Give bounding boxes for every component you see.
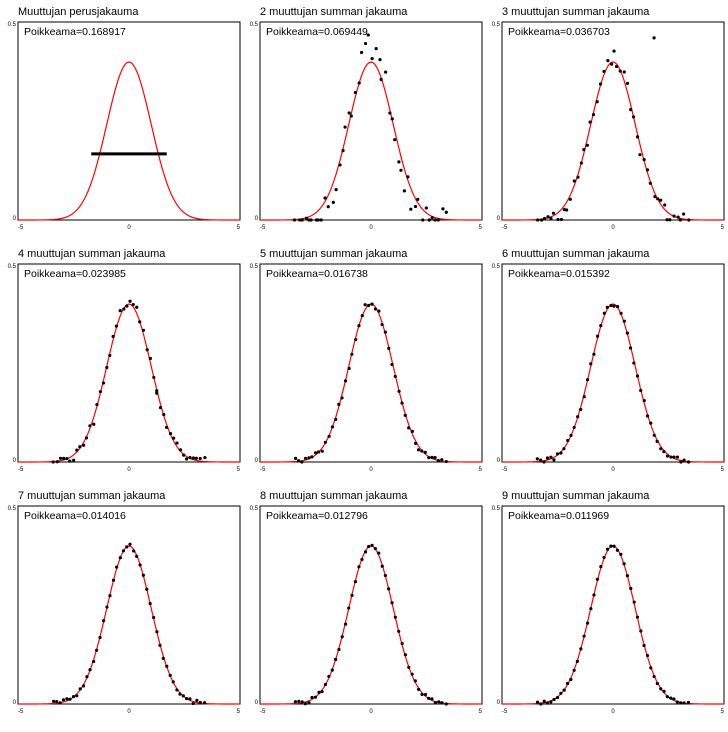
svg-text:-5: -5 bbox=[502, 467, 508, 473]
svg-text:0: 0 bbox=[13, 458, 17, 464]
deviation-label: Poikkeama=0.168917 bbox=[24, 26, 126, 38]
data-markers bbox=[536, 304, 690, 464]
reference-curve bbox=[18, 62, 240, 220]
reference-curve bbox=[260, 546, 482, 704]
svg-text:0.5: 0.5 bbox=[492, 264, 501, 270]
svg-text:0: 0 bbox=[369, 225, 373, 231]
svg-text:0: 0 bbox=[127, 467, 131, 473]
panel-title: 4 muuttujan summan jakauma bbox=[18, 248, 165, 260]
svg-text:0: 0 bbox=[369, 709, 373, 715]
svg-text:0: 0 bbox=[497, 216, 501, 222]
chart-svg: -50500.5 bbox=[4, 488, 244, 728]
chart-svg: -50500.5 bbox=[4, 246, 244, 486]
svg-text:0: 0 bbox=[611, 709, 615, 715]
svg-text:0: 0 bbox=[611, 467, 615, 473]
data-markers bbox=[52, 300, 207, 464]
chart-panel: 9 muuttujan summan jakauma Poikkeama=0.01… bbox=[488, 488, 728, 728]
svg-text:-5: -5 bbox=[260, 225, 266, 231]
svg-text:5: 5 bbox=[237, 225, 241, 231]
svg-text:-5: -5 bbox=[18, 467, 24, 473]
svg-text:-5: -5 bbox=[502, 709, 508, 715]
deviation-label: Poikkeama=0.069449 bbox=[266, 26, 368, 38]
svg-text:0: 0 bbox=[13, 700, 17, 706]
reference-curve bbox=[502, 546, 724, 704]
svg-text:0: 0 bbox=[255, 216, 259, 222]
svg-text:0.5: 0.5 bbox=[8, 22, 17, 28]
svg-text:0: 0 bbox=[127, 225, 131, 231]
reference-curve bbox=[18, 304, 240, 462]
chart-svg: -50500.5 bbox=[488, 246, 728, 486]
svg-text:0: 0 bbox=[369, 467, 373, 473]
svg-text:-5: -5 bbox=[18, 225, 24, 231]
deviation-label: Poikkeama=0.011969 bbox=[508, 510, 609, 522]
chart-panel: 4 muuttujan summan jakauma Poikkeama=0.02… bbox=[4, 246, 244, 486]
svg-text:-5: -5 bbox=[260, 709, 266, 715]
deviation-label: Poikkeama=0.016738 bbox=[266, 268, 368, 280]
chart-panel: 6 muuttujan summan jakauma Poikkeama=0.01… bbox=[488, 246, 728, 486]
data-markers bbox=[52, 543, 206, 705]
svg-text:0.5: 0.5 bbox=[8, 506, 17, 512]
svg-text:0.5: 0.5 bbox=[8, 264, 17, 270]
panel-title: 5 muuttujan summan jakauma bbox=[260, 248, 407, 260]
svg-text:0.5: 0.5 bbox=[492, 506, 501, 512]
svg-text:5: 5 bbox=[237, 467, 241, 473]
data-markers bbox=[294, 303, 448, 464]
chart-svg: -50500.5 bbox=[246, 246, 486, 486]
panel-title: 6 muuttujan summan jakauma bbox=[502, 248, 649, 260]
chart-panel: 3 muuttujan summan jakauma Poikkeama=0.03… bbox=[488, 4, 728, 244]
deviation-label: Poikkeama=0.036703 bbox=[508, 26, 610, 38]
svg-text:0: 0 bbox=[497, 458, 501, 464]
deviation-label: Poikkeama=0.015392 bbox=[508, 268, 610, 280]
panel-title: 7 muuttujan summan jakauma bbox=[18, 490, 165, 502]
svg-text:0: 0 bbox=[255, 700, 259, 706]
reference-curve bbox=[260, 304, 482, 462]
deviation-label: Poikkeama=0.012796 bbox=[266, 510, 368, 522]
chart-svg: -50500.5 bbox=[246, 4, 486, 244]
chart-panel: 7 muuttujan summan jakauma Poikkeama=0.01… bbox=[4, 488, 244, 728]
svg-text:5: 5 bbox=[237, 709, 241, 715]
svg-text:5: 5 bbox=[479, 709, 483, 715]
svg-text:0.5: 0.5 bbox=[250, 22, 259, 28]
data-markers bbox=[536, 545, 690, 706]
svg-text:0: 0 bbox=[255, 458, 259, 464]
panel-title: 9 muuttujan summan jakauma bbox=[502, 490, 649, 502]
svg-text:0.5: 0.5 bbox=[250, 264, 259, 270]
svg-text:0: 0 bbox=[13, 216, 17, 222]
svg-text:-5: -5 bbox=[502, 225, 508, 231]
reference-curve bbox=[502, 304, 724, 462]
chart-panel: 8 muuttujan summan jakauma Poikkeama=0.01… bbox=[246, 488, 486, 728]
svg-text:5: 5 bbox=[721, 709, 725, 715]
svg-text:0: 0 bbox=[611, 225, 615, 231]
chart-panel: 2 muuttujan summan jakauma Poikkeama=0.06… bbox=[246, 4, 486, 244]
data-markers bbox=[536, 36, 690, 221]
chart-svg: -50500.5 bbox=[488, 4, 728, 244]
chart-grid: Muuttujan perusjakauma Poikkeama=0.168917… bbox=[4, 4, 724, 728]
svg-text:5: 5 bbox=[479, 225, 483, 231]
svg-text:-5: -5 bbox=[18, 709, 24, 715]
panel-title: 2 muuttujan summan jakauma bbox=[260, 6, 407, 18]
chart-svg: -50500.5 bbox=[246, 488, 486, 728]
svg-text:0: 0 bbox=[127, 709, 131, 715]
svg-text:5: 5 bbox=[479, 467, 483, 473]
panel-title: 8 muuttujan summan jakauma bbox=[260, 490, 407, 502]
chart-svg: -50500.5 bbox=[488, 488, 728, 728]
svg-text:0.5: 0.5 bbox=[492, 22, 501, 28]
svg-text:5: 5 bbox=[721, 467, 725, 473]
deviation-label: Poikkeama=0.014016 bbox=[24, 510, 126, 522]
svg-text:5: 5 bbox=[721, 225, 725, 231]
reference-curve bbox=[502, 62, 724, 220]
chart-panel: Muuttujan perusjakauma Poikkeama=0.168917… bbox=[4, 4, 244, 244]
svg-text:0: 0 bbox=[497, 700, 501, 706]
chart-panel: 5 muuttujan summan jakauma Poikkeama=0.01… bbox=[246, 246, 486, 486]
panel-title: Muuttujan perusjakauma bbox=[18, 6, 138, 18]
svg-text:-5: -5 bbox=[260, 467, 266, 473]
deviation-label: Poikkeama=0.023985 bbox=[24, 268, 126, 280]
svg-text:0.5: 0.5 bbox=[250, 506, 259, 512]
panel-title: 3 muuttujan summan jakauma bbox=[502, 6, 649, 18]
data-markers bbox=[294, 544, 448, 706]
reference-curve bbox=[260, 62, 482, 220]
chart-svg: -50500.5 bbox=[4, 4, 244, 244]
reference-curve bbox=[18, 546, 240, 704]
